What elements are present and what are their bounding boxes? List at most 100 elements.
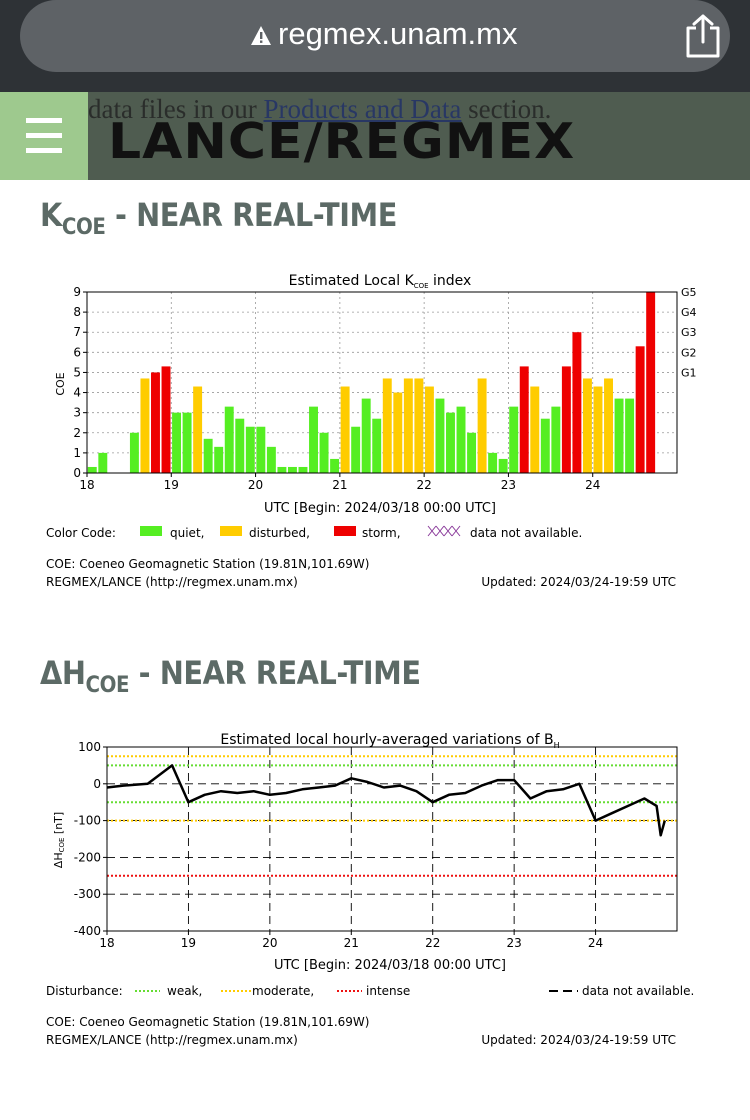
- y-tick-label: 0: [93, 777, 101, 791]
- chart-frame: [106, 746, 678, 932]
- y-tick-label: -200: [74, 850, 101, 864]
- updated-text: Updated: 2024/03/24-19:59 UTC: [481, 1033, 676, 1047]
- station-info: COE: Coeneo Geomagnetic Station (19.81N,…: [46, 557, 369, 571]
- k-index-bar: [488, 452, 498, 473]
- k-index-bar: [551, 406, 561, 473]
- updated-text: Updated: 2024/03/24-19:59 UTC: [481, 575, 676, 589]
- y-tick-label: -100: [74, 814, 101, 828]
- storm-level-label: G3: [681, 326, 697, 339]
- chart-title: Estimated Local KCOE index: [289, 273, 472, 290]
- k-index-bar: [593, 386, 603, 473]
- k-index-bar: [235, 418, 245, 473]
- x-tick-label: 18: [99, 936, 114, 950]
- storm-level-label: G1: [681, 366, 697, 379]
- k-index-bar: [372, 418, 382, 473]
- storm-level-label: G4: [681, 306, 697, 319]
- k-index-bar: [319, 432, 329, 473]
- k-index-bar: [224, 406, 234, 473]
- y-tick-label: 5: [73, 365, 81, 379]
- x-tick-label: 19: [181, 936, 196, 950]
- address-bar[interactable]: regmex.unam.mx: [20, 0, 730, 72]
- legend-quiet: quiet,: [170, 526, 204, 540]
- x-tick-label: 24: [585, 478, 600, 492]
- products-and-data-link[interactable]: Products and Data: [263, 94, 462, 124]
- color-code-label: Color Code:: [46, 526, 116, 540]
- k-index-bar: [351, 426, 361, 473]
- k-index-bar: [193, 386, 203, 473]
- x-tick-label: 23: [507, 936, 522, 950]
- x-tick-label: 24: [588, 936, 603, 950]
- legend-storm: storm,: [362, 526, 401, 540]
- chart-frame: [86, 291, 678, 474]
- k-index-bar: [456, 406, 466, 473]
- k-index-bar: [214, 446, 224, 473]
- delta-h-series-line: [106, 764, 667, 837]
- k-index-bar: [572, 332, 582, 473]
- x-axis-label: UTC [Begin: 2024/03/18 00:00 UTC]: [274, 958, 506, 973]
- k-index-bar: [509, 406, 519, 473]
- k-index-bar: [382, 378, 392, 473]
- y-tick-label: 8: [73, 305, 81, 319]
- k-index-bar: [446, 412, 455, 473]
- x-tick-label: 20: [262, 936, 277, 950]
- k-index-bar: [361, 398, 371, 473]
- storm-level-label: G2: [681, 346, 697, 359]
- k-index-bar: [87, 466, 97, 473]
- y-axis-label: ΔHCOE [nT]: [52, 812, 66, 868]
- y-tick-label: 0: [73, 466, 81, 480]
- y-tick-label: 7: [73, 325, 81, 339]
- hamburger-menu-icon[interactable]: [0, 92, 88, 180]
- k-index-bar: [298, 466, 308, 473]
- y-tick-label: 100: [78, 740, 101, 754]
- k-index-bar: [172, 412, 182, 473]
- share-icon[interactable]: [684, 14, 722, 58]
- credit-text: REGMEX/LANCE (http://regmex.unam.mx): [46, 575, 298, 589]
- legend-na-swatch: [427, 525, 461, 537]
- k-index-bar: [330, 458, 340, 473]
- k-index-bar: [424, 386, 434, 473]
- k-index-bar: [467, 432, 477, 473]
- k-index-bar: [151, 372, 160, 473]
- k-index-bar: [530, 386, 540, 473]
- disturbance-label: Disturbance:: [46, 984, 123, 998]
- credit-text: REGMEX/LANCE (http://regmex.unam.mx): [46, 1033, 298, 1047]
- legend-intense: intense: [366, 984, 410, 998]
- warning-icon: [251, 26, 271, 45]
- legend-disturbed: disturbed,: [249, 526, 310, 540]
- k-index-bar: [98, 452, 108, 473]
- k-index-bar: [309, 406, 318, 473]
- k-index-bar: [582, 378, 592, 473]
- k-index-bar: [393, 392, 403, 473]
- station-info: COE: Coeneo Geomagnetic Station (19.81N,…: [46, 1015, 369, 1029]
- legend-not-available: data not available.: [470, 526, 582, 540]
- y-tick-label: -300: [74, 887, 101, 901]
- y-tick-label: 2: [73, 426, 81, 440]
- x-tick-label: 19: [164, 478, 179, 492]
- k-index-bar: [161, 366, 171, 473]
- k-index-bar: [646, 292, 656, 473]
- overlapping-page-text: data files in our Products and Data sect…: [88, 94, 552, 124]
- k-index-bar: [625, 398, 635, 473]
- y-axis-label: COE: [54, 372, 67, 395]
- x-tick-label: 20: [248, 478, 263, 492]
- k-index-bar: [287, 466, 297, 473]
- k-index-bar: [519, 366, 529, 473]
- y-tick-label: 4: [73, 386, 81, 400]
- chart-title: Estimated local hourly-averaged variatio…: [220, 732, 559, 750]
- k-index-bar: [340, 386, 350, 473]
- site-header: data files in our Products and Data sect…: [0, 92, 750, 180]
- k-index-bar: [266, 446, 276, 473]
- k-index-bar: [414, 378, 424, 473]
- k-index-bar: [129, 432, 139, 473]
- legend-not-available: data not available.: [582, 984, 694, 998]
- y-tick-label: 6: [73, 345, 81, 359]
- x-tick-label: 22: [425, 936, 440, 950]
- x-tick-label: 22: [417, 478, 432, 492]
- k-index-bar: [561, 366, 571, 473]
- k-index-bar: [182, 412, 192, 473]
- k-index-bar: [203, 438, 213, 473]
- k-index-bar: [403, 378, 413, 473]
- storm-level-label: G5: [681, 286, 697, 299]
- kcoe-section-title: KCOE - NEAR REAL-TIME: [40, 196, 397, 240]
